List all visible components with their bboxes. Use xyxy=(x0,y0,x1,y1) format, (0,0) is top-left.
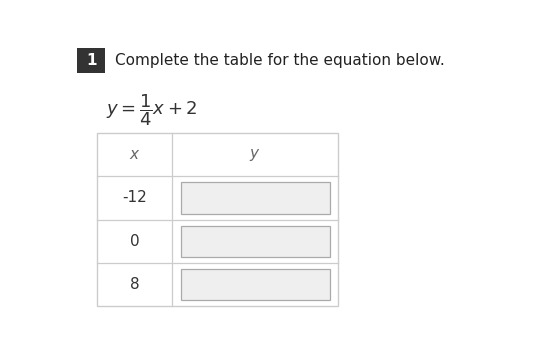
FancyBboxPatch shape xyxy=(180,269,330,300)
Text: $y = \dfrac{1}{4}x + 2$: $y = \dfrac{1}{4}x + 2$ xyxy=(106,93,198,129)
Bar xyxy=(77,48,105,73)
FancyBboxPatch shape xyxy=(180,183,330,213)
Text: $x$: $x$ xyxy=(129,147,140,162)
FancyBboxPatch shape xyxy=(180,226,330,257)
Bar xyxy=(97,133,338,306)
Text: $y$: $y$ xyxy=(249,147,261,163)
Text: 8: 8 xyxy=(130,277,139,292)
Text: -12: -12 xyxy=(122,191,147,205)
Text: 0: 0 xyxy=(130,234,139,249)
Text: 1: 1 xyxy=(86,53,97,68)
Text: Complete the table for the equation below.: Complete the table for the equation belo… xyxy=(114,53,445,68)
